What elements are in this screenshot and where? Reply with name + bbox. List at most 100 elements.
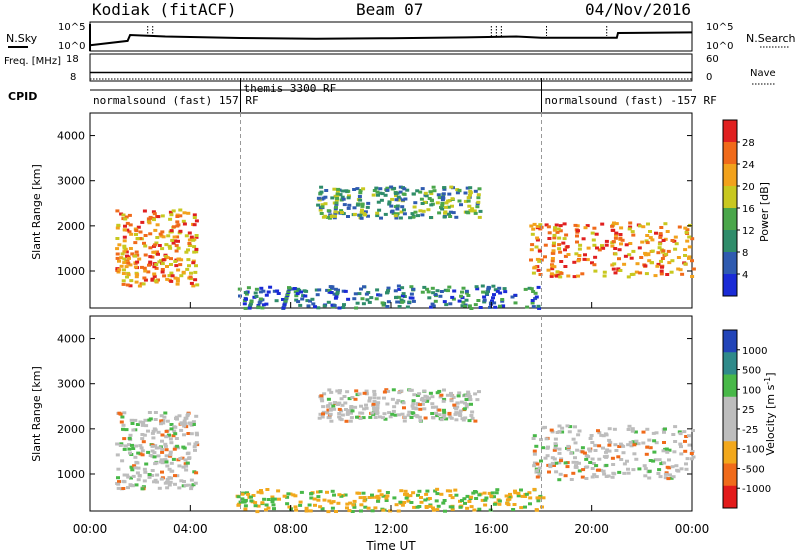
velocity-echo-cell	[364, 406, 369, 410]
power-echo-cell	[375, 288, 380, 292]
velocity-echo-cell	[411, 399, 416, 403]
velocity-echo-cell	[597, 444, 602, 448]
power-echo-cell	[495, 289, 500, 293]
velocity-echo-cell	[431, 506, 435, 510]
date-title: 04/Nov/2016	[585, 0, 691, 19]
power-echo-cell	[401, 192, 406, 196]
velocity-echo-cell	[425, 489, 430, 493]
power-echo-cell	[186, 248, 190, 252]
velocity-echo-cell	[177, 486, 182, 490]
power-echo-cell	[435, 201, 440, 205]
power-echo-cell	[189, 235, 194, 239]
velocity-echo-cell	[121, 423, 126, 427]
power-echo-cell	[478, 306, 483, 309]
velocity-echo-cell	[637, 467, 642, 471]
power-echo-cell	[535, 236, 540, 240]
velocity-echo-cell	[409, 501, 414, 504]
velocity-echo-cell	[662, 441, 666, 444]
velocity-echo-cell	[400, 503, 405, 507]
velocity-echo-cell	[329, 390, 334, 394]
power-echo-cell	[660, 265, 664, 269]
velocity-echo-cell	[189, 487, 194, 491]
power-echo-cell	[137, 257, 142, 261]
velocity-echo-cell	[435, 414, 440, 418]
velocity-echo-cell	[345, 390, 350, 394]
velocity-echo-cell	[130, 468, 135, 472]
power-echo-cell	[134, 280, 139, 284]
power-echo-cell	[658, 233, 663, 237]
power-echo-cell	[119, 256, 124, 260]
power-echo-cell	[380, 192, 385, 196]
velocity-echo-cell	[150, 431, 155, 435]
velocity-echo-cell	[322, 498, 327, 502]
power-echo-cell	[319, 212, 324, 215]
power-echo-cell	[683, 262, 688, 266]
velocity-echo-cell	[347, 397, 352, 401]
power-echo-cell	[658, 235, 663, 239]
velocity-echo-cell	[319, 394, 324, 398]
power-echo-cell	[534, 245, 539, 249]
velocity-echo-cell	[388, 509, 393, 513]
power-echo-cell	[557, 236, 562, 240]
velocity-echo-cell	[337, 391, 342, 395]
velocity-echo-cell	[135, 471, 140, 475]
velocity-echo-cell	[469, 495, 474, 499]
velocity-echo-cell	[636, 442, 641, 446]
power-echo-cell	[320, 203, 325, 207]
velocity-echo-cell	[347, 509, 352, 513]
power-echo-cell	[604, 243, 609, 247]
power-echo-cell	[551, 249, 556, 253]
power-echo-cell	[649, 261, 654, 265]
power-echo-cell	[546, 225, 551, 229]
velocity-echo-cell	[191, 483, 196, 487]
power-echo-cell	[552, 265, 557, 269]
power-echo-cell	[529, 258, 533, 262]
power-echo-cell	[117, 259, 121, 263]
power-echo-cell	[258, 297, 263, 301]
power-echo-cell	[430, 286, 435, 290]
power-echo-cell	[618, 233, 623, 236]
power-echo-cell	[457, 199, 462, 203]
velocity-echo-cell	[358, 496, 363, 500]
power-echo-cell	[663, 237, 668, 241]
velocity-echo-cell	[409, 416, 414, 419]
velocity-echo-cell	[450, 505, 455, 509]
power-echo-cell	[124, 265, 129, 269]
power-echo-cell	[604, 239, 609, 243]
velocity-echo-cell	[563, 474, 568, 478]
power-echo-cell	[287, 286, 292, 290]
velocity-echo-cell	[663, 476, 668, 480]
velocity-echo-cell	[159, 422, 163, 426]
power-echo-cell	[195, 283, 200, 287]
noise-sky-line	[89, 31, 693, 47]
velocity-echo-cell	[194, 414, 199, 418]
velocity-echo-cell	[596, 429, 600, 433]
power-echo-cell	[563, 248, 567, 252]
velocity-echo-cell	[339, 397, 344, 401]
power-echo-cell	[467, 304, 472, 308]
velocity-echo-cell	[431, 416, 436, 420]
power-echo-cell	[566, 253, 571, 256]
power-echo-cell	[670, 239, 675, 242]
velocity-echo-cell	[519, 506, 524, 510]
power-echo-cell	[475, 287, 480, 291]
power-echo-cell	[355, 301, 360, 305]
power-echo-cell	[442, 300, 447, 304]
velocity-echo-cell	[178, 457, 183, 460]
velocity-colorbar-swatch	[723, 374, 737, 398]
power-echo-cell	[357, 195, 362, 198]
power-colorbar-tick-label: 4	[742, 270, 748, 281]
power-echo-cell	[398, 216, 403, 220]
power-echo-cell	[395, 207, 400, 211]
power-echo-cell	[663, 252, 668, 256]
power-echo-cell	[685, 228, 690, 232]
velocity-echo-cell	[372, 400, 377, 403]
power-echo-cell	[165, 277, 170, 281]
power-echo-cell	[191, 238, 196, 242]
velocity-echo-cell	[532, 464, 537, 468]
velocity-echo-cell	[430, 412, 435, 415]
velocity-echo-cell	[270, 500, 275, 504]
power-echo-cell	[463, 304, 467, 308]
power-ytick-label: 3000	[57, 175, 85, 188]
